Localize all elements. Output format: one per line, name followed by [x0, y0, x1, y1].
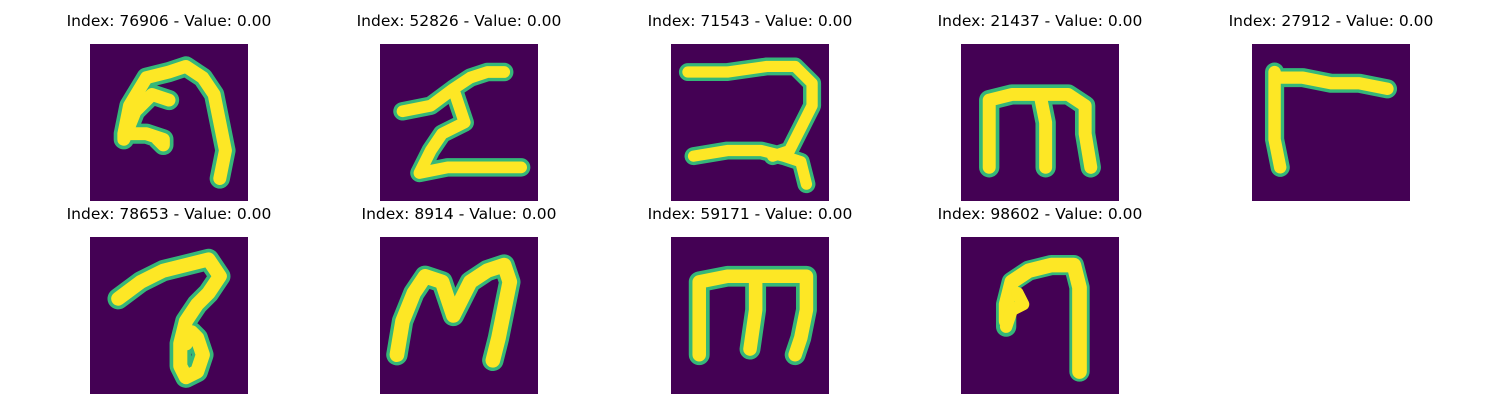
figure-title: Index: 52826 - Value: 0.00 — [339, 9, 579, 33]
figure-cell: Index: 76906 - Value: 0.00 — [49, 9, 289, 189]
glyph-letter-r — [1252, 44, 1410, 201]
glyph-seven-hook — [961, 237, 1119, 394]
figure-title: Index: 78653 - Value: 0.00 — [49, 202, 289, 226]
figure-title: Index: 98602 - Value: 0.00 — [920, 202, 1160, 226]
digit-image-seven-hook — [961, 237, 1119, 394]
figure-cell: Index: 78653 - Value: 0.00 — [49, 202, 289, 382]
glyph-zigzag-sigma — [380, 44, 538, 201]
glyph-nine-loop — [90, 237, 248, 394]
figure-cell: Index: 59171 - Value: 0.00 — [630, 202, 870, 382]
figure-title: Index: 21437 - Value: 0.00 — [920, 9, 1160, 33]
figure-cell: Index: 8914 - Value: 0.00 — [339, 202, 579, 382]
figure-title: Index: 8914 - Value: 0.00 — [339, 202, 579, 226]
digit-image-nine-loop — [90, 237, 248, 394]
digit-image-two-curl — [671, 44, 829, 201]
digit-image-letter-m-blocky — [671, 237, 829, 394]
figure-cell: Index: 52826 - Value: 0.00 — [339, 9, 579, 189]
figure-title: Index: 59171 - Value: 0.00 — [630, 202, 870, 226]
figure-cell: Index: 71543 - Value: 0.00 — [630, 9, 870, 189]
glyph-letter-m-cursive — [380, 237, 538, 394]
figure-cell: Index: 98602 - Value: 0.00 — [920, 202, 1160, 382]
glyph-letter-m — [961, 44, 1119, 201]
glyph-hook-nine — [90, 44, 248, 201]
figure-cell: Index: 27912 - Value: 0.00 — [1211, 9, 1451, 189]
figure-title: Index: 71543 - Value: 0.00 — [630, 9, 870, 33]
digit-image-zigzag-sigma — [380, 44, 538, 201]
digit-image-hook-nine — [90, 44, 248, 201]
glyph-two-curl — [671, 44, 829, 201]
figure-title: Index: 27912 - Value: 0.00 — [1211, 9, 1451, 33]
digit-image-letter-r — [1252, 44, 1410, 201]
digit-image-letter-m-cursive — [380, 237, 538, 394]
figure-cell: Index: 21437 - Value: 0.00 — [920, 9, 1160, 189]
glyph-letter-m-blocky — [671, 237, 829, 394]
figure-title: Index: 76906 - Value: 0.00 — [49, 9, 289, 33]
digit-image-letter-m — [961, 44, 1119, 201]
